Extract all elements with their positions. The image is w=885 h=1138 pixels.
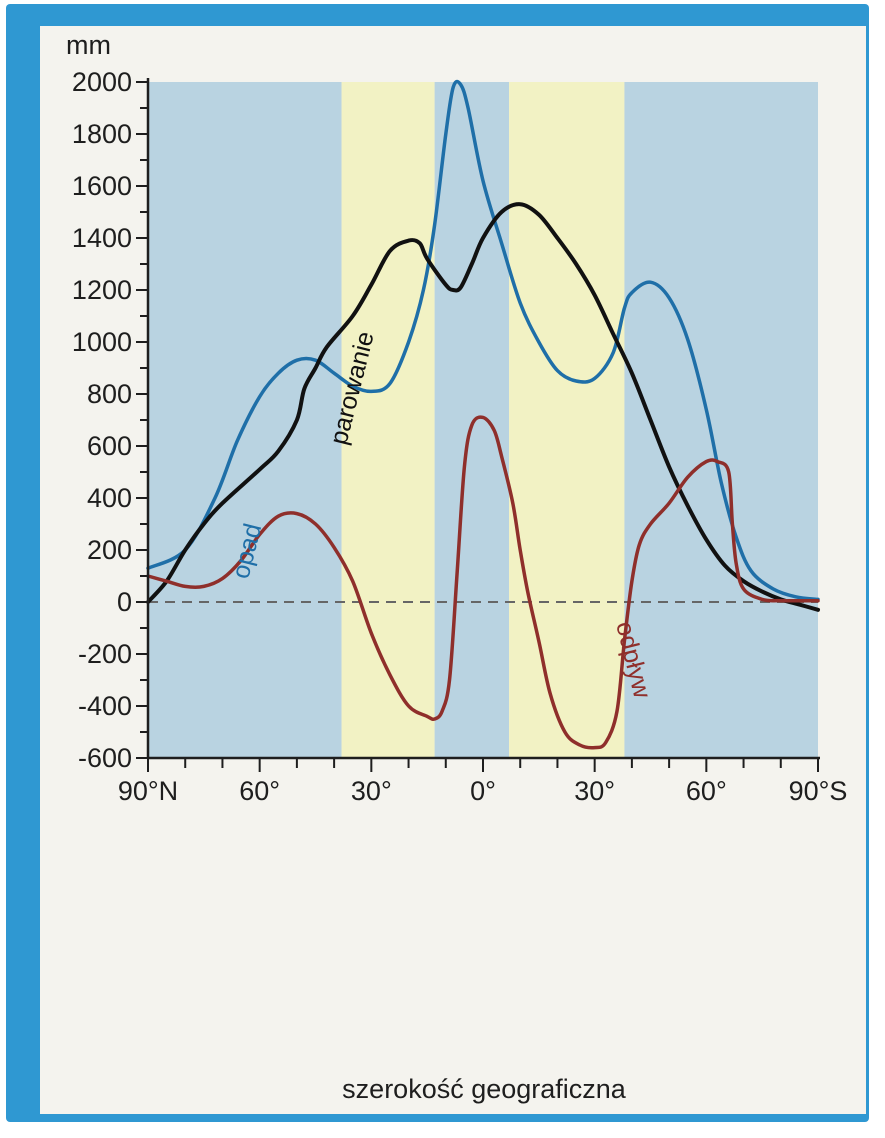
x-tick-label: 60° — [239, 776, 280, 806]
y-tick-label: 1000 — [72, 327, 132, 357]
x-tick-label: 90°N — [118, 776, 178, 806]
band-4 — [624, 82, 818, 758]
y-tick-label: 1800 — [72, 119, 132, 149]
y-tick-label: -600 — [78, 743, 132, 773]
x-tick-label: 0° — [470, 776, 496, 806]
y-tick-label: 0 — [117, 587, 132, 617]
y-tick-label: 1600 — [72, 171, 132, 201]
x-tick-label: 60° — [686, 776, 727, 806]
x-axis-title: szerokość geograficzna — [342, 1074, 627, 1104]
y-tick-label: 600 — [87, 431, 132, 461]
y-tick-label: -200 — [78, 639, 132, 669]
series-layer — [146, 79, 820, 750]
y-tick-label: -400 — [78, 691, 132, 721]
series-line-opad — [146, 79, 820, 602]
y-tick-label: 800 — [87, 379, 132, 409]
latitude-bands — [148, 82, 818, 758]
band-1 — [341, 82, 435, 758]
x-tick-label: 30° — [351, 776, 392, 806]
band-3 — [509, 82, 625, 758]
axes: 2000180016001400120010008006004002000-20… — [72, 67, 848, 806]
y-tick-label: 1400 — [72, 223, 132, 253]
y-axis-unit-label: mm — [66, 30, 111, 60]
x-tick-label: 90°S — [789, 776, 848, 806]
x-tick-label: 30° — [574, 776, 615, 806]
y-tick-label: 1200 — [72, 275, 132, 305]
y-tick-label: 400 — [87, 483, 132, 513]
y-tick-label: 2000 — [72, 67, 132, 97]
series-line-odplyw — [146, 415, 820, 750]
band-2 — [434, 82, 510, 758]
series-line-parowanie — [146, 202, 820, 612]
band-0 — [148, 82, 342, 758]
y-tick-label: 200 — [87, 535, 132, 565]
